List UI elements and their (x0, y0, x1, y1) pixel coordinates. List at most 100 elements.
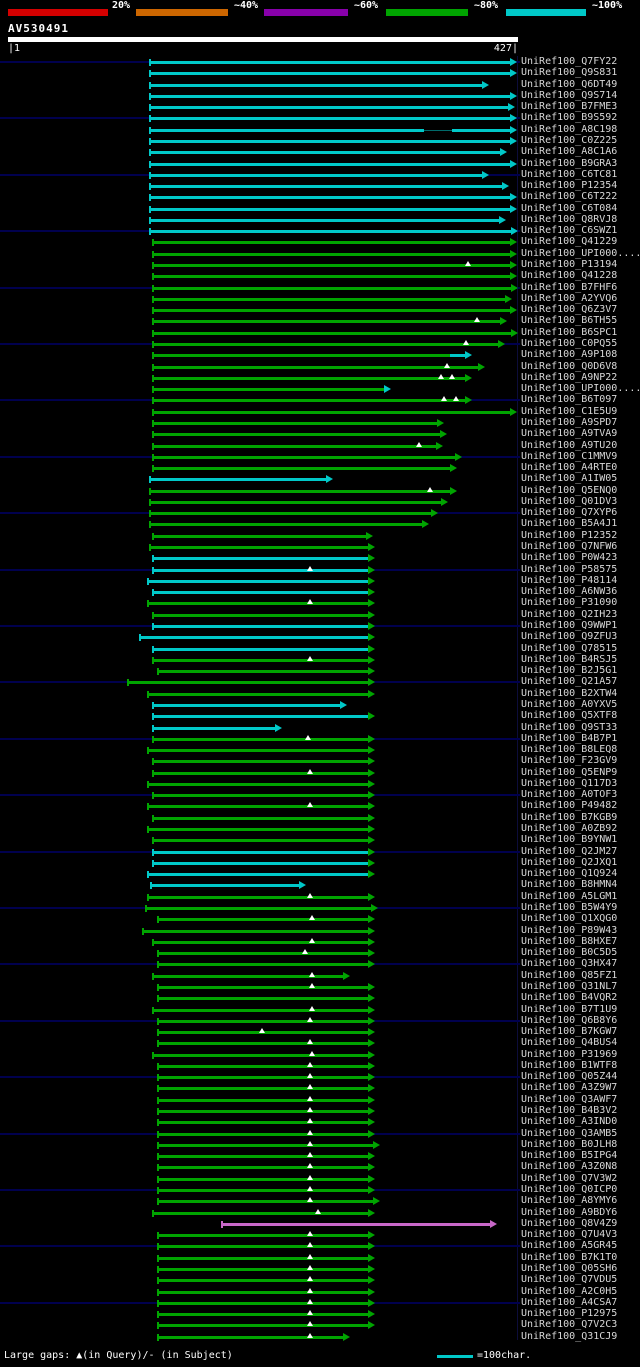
hit-label[interactable]: UniRef100_A0TOF3 (521, 789, 618, 801)
hit-label[interactable]: UniRef100_P89W43 (521, 924, 618, 936)
hit-label[interactable]: UniRef100_Q7XYP6 (521, 507, 618, 519)
hit-bar[interactable] (148, 749, 368, 753)
hit-label[interactable]: UniRef100_B8LEQ8 (521, 744, 618, 756)
hit-bar[interactable] (153, 557, 368, 561)
hit-bar[interactable] (150, 196, 510, 200)
hit-label[interactable]: UniRef100_P0W423 (521, 552, 618, 564)
hit-label[interactable]: UniRef100_P12354 (521, 180, 618, 192)
hit-label[interactable]: UniRef100_B4B7P1 (521, 732, 618, 744)
hit-label[interactable]: UniRef100_Q41228 (521, 270, 618, 282)
hit-label[interactable]: UniRef100_Q6Z3V7 (521, 304, 618, 316)
hit-bar[interactable] (153, 444, 436, 448)
hit-bar[interactable] (158, 1166, 368, 1170)
hit-bar[interactable] (158, 1245, 368, 1249)
hit-bar[interactable] (150, 61, 510, 64)
hit-label[interactable]: UniRef100_B5W4Y9 (521, 902, 618, 913)
hit-label[interactable]: UniRef100_A4RTE0 (521, 462, 618, 474)
hit-label[interactable]: UniRef100_Q31NL7 (521, 980, 618, 992)
hit-bar[interactable] (150, 500, 441, 504)
hit-bar[interactable] (158, 1301, 368, 1305)
hit-bar[interactable] (153, 534, 366, 538)
hit-label[interactable]: UniRef100_Q6DT49 (521, 78, 618, 90)
hit-bar[interactable] (153, 241, 510, 245)
hit-label[interactable]: UniRef100_B4VQR2 (521, 992, 618, 1004)
hit-label[interactable]: UniRef100_C6T222 (521, 191, 618, 203)
hit-label[interactable]: UniRef100_A6NW36 (521, 586, 618, 598)
hit-bar[interactable] (158, 997, 368, 1001)
hit-bar[interactable] (153, 974, 343, 978)
hit-label[interactable]: UniRef100_C1MMV9 (521, 450, 618, 462)
hit-bar[interactable] (150, 117, 510, 121)
hit-label[interactable]: UniRef100_Q3AWF7 (521, 1093, 618, 1105)
hit-label[interactable]: UniRef100_A0YXV5 (521, 698, 618, 710)
hit-bar[interactable] (158, 1279, 368, 1283)
hit-bar[interactable] (146, 907, 371, 910)
hit-bar[interactable] (150, 83, 482, 87)
hit-bar[interactable] (153, 309, 510, 313)
hit-bar[interactable] (150, 173, 482, 177)
hit-bar[interactable] (158, 1087, 368, 1091)
hit-bar[interactable] (158, 1076, 368, 1080)
hit-bar[interactable] (158, 1177, 368, 1181)
hit-label[interactable]: UniRef100_P31090 (521, 597, 618, 609)
hit-label[interactable]: UniRef100_A9NP22 (521, 371, 618, 383)
hit-label[interactable]: UniRef100_Q85FZ1 (521, 969, 618, 981)
hit-bar[interactable] (150, 139, 510, 143)
hit-bar[interactable] (153, 365, 478, 369)
hit-label[interactable]: UniRef100_Q9S831 (521, 67, 618, 79)
hit-bar[interactable] (153, 320, 500, 324)
hit-label[interactable]: UniRef100_A5LGM1 (521, 890, 618, 902)
hit-bar[interactable] (158, 1110, 368, 1114)
hit-bar[interactable] (150, 489, 450, 493)
hit-label[interactable]: UniRef100_Q31CJ9 (521, 1330, 618, 1342)
hit-bar[interactable] (153, 410, 510, 414)
hit-bar[interactable] (153, 794, 368, 798)
hit-label[interactable]: UniRef100_P58575 (521, 563, 618, 575)
hit-label[interactable]: UniRef100_P12975 (521, 1308, 618, 1320)
hit-label[interactable]: UniRef100_B7T1U9 (521, 1003, 618, 1015)
hit-bar[interactable] (158, 1256, 368, 1260)
hit-label[interactable]: UniRef100_A2YVQ6 (521, 292, 618, 304)
hit-label[interactable]: UniRef100_B8HMN4 (521, 879, 618, 891)
hit-label[interactable]: UniRef100_A9SPD7 (521, 416, 618, 428)
hit-bar[interactable] (153, 399, 465, 403)
hit-bar[interactable] (153, 354, 465, 358)
hit-bar[interactable] (153, 1053, 368, 1057)
hit-label[interactable]: UniRef100_Q9ZFU3 (521, 631, 618, 643)
hit-label[interactable]: UniRef100_B8HXE7 (521, 935, 618, 947)
hit-label[interactable]: UniRef100_A3Z0N8 (521, 1161, 618, 1173)
hit-bar[interactable] (153, 388, 384, 392)
hit-label[interactable]: UniRef100_B7KGB9 (521, 811, 618, 823)
hit-label[interactable]: UniRef100_A0ZB92 (521, 823, 618, 835)
hit-label[interactable]: UniRef100_B7K1T0 (521, 1251, 618, 1263)
hit-label[interactable]: UniRef100_Q9S714 (521, 89, 618, 101)
hit-bar[interactable] (153, 252, 510, 256)
hit-bar[interactable] (158, 1143, 373, 1147)
hit-bar[interactable] (148, 782, 368, 786)
hit-bar[interactable] (148, 828, 368, 832)
hit-bar[interactable] (150, 128, 510, 132)
hit-label[interactable]: UniRef100_B7KGW7 (521, 1026, 618, 1038)
hit-label[interactable]: UniRef100_B6TH55 (521, 315, 618, 327)
hit-label[interactable]: UniRef100_Q7V2C3 (521, 1319, 618, 1331)
hit-label[interactable]: UniRef100_Q78515 (521, 642, 618, 654)
hit-bar[interactable] (150, 523, 422, 527)
hit-bar[interactable] (158, 1064, 368, 1068)
hit-bar[interactable] (148, 692, 368, 696)
hit-label[interactable]: UniRef100_Q5ENQ0 (521, 484, 618, 496)
hit-label[interactable]: UniRef100_A3Z9W7 (521, 1082, 618, 1094)
hit-label[interactable]: UniRef100_A9TU20 (521, 439, 618, 451)
hit-bar[interactable] (153, 726, 275, 730)
hit-label[interactable]: UniRef100_B9YNW1 (521, 834, 618, 846)
hit-bar[interactable] (153, 264, 510, 268)
hit-bar[interactable] (153, 1211, 368, 1215)
hit-bar[interactable] (158, 1313, 368, 1317)
hit-label[interactable]: UniRef100_A9TVA9 (521, 428, 618, 440)
hit-bar[interactable] (158, 1335, 343, 1339)
hit-bar[interactable] (150, 94, 510, 98)
hit-bar[interactable] (153, 467, 450, 471)
hit-label[interactable]: UniRef100_B9S592 (521, 112, 618, 124)
hit-bar[interactable] (153, 625, 368, 628)
hit-label[interactable]: UniRef100_B4RSJ5 (521, 653, 618, 665)
hit-bar[interactable] (153, 771, 368, 775)
